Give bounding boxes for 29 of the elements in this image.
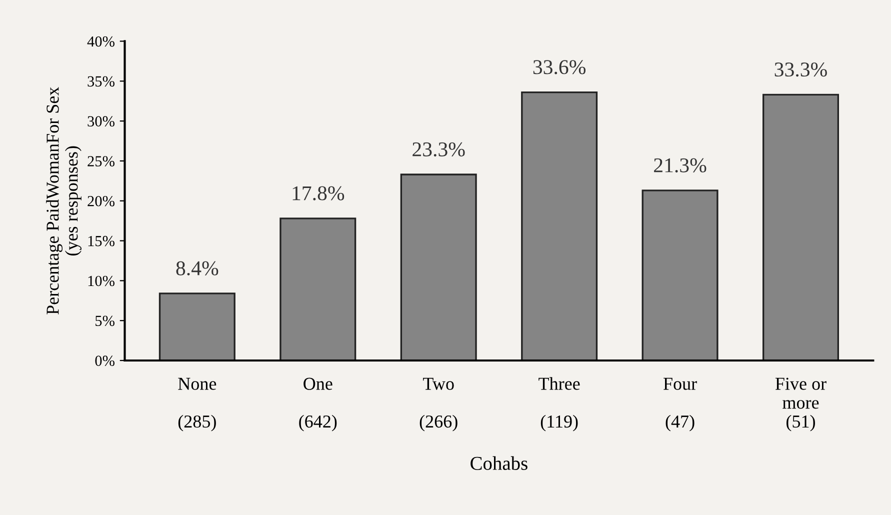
category-label: None (285): [178, 378, 216, 432]
y-tick-label: 15%: [88, 236, 114, 246]
y-axis-title: Percentage PaidWomanFor Sex (yes responses): [46, 86, 82, 314]
y-tick-label: 25%: [88, 156, 114, 166]
y-tick-label: 20%: [88, 196, 114, 206]
y-tick-label: 10%: [88, 276, 114, 286]
bar: [280, 218, 356, 360]
data-label: 8.4%: [176, 261, 218, 276]
data-label: 17.8%: [292, 186, 344, 200]
category-label: Three (119): [538, 377, 580, 432]
y-tick-label: 5%: [96, 316, 114, 326]
y-tick-label: 35%: [88, 76, 114, 87]
bar: [400, 174, 477, 360]
x-tick-label: Five or more (51): [775, 378, 826, 432]
category-label: Two (266): [420, 378, 458, 432]
bar: [521, 91, 598, 360]
y-tick-label: 0%: [95, 356, 114, 366]
data-label: 33.3%: [774, 62, 827, 77]
data-label: 21.3%: [654, 158, 706, 172]
y-tick-label: 30%: [88, 116, 114, 127]
x-axis-title: Cohabs: [470, 456, 528, 470]
y-tick-label: 40%: [87, 36, 114, 47]
bar: [762, 94, 840, 360]
data-label: 23.3%: [412, 142, 465, 156]
bar: [642, 190, 718, 360]
category-label: Four (47): [664, 378, 697, 432]
bar: [158, 292, 236, 360]
data-label: 33.6%: [533, 60, 586, 74]
category-label: One (642): [299, 378, 337, 432]
